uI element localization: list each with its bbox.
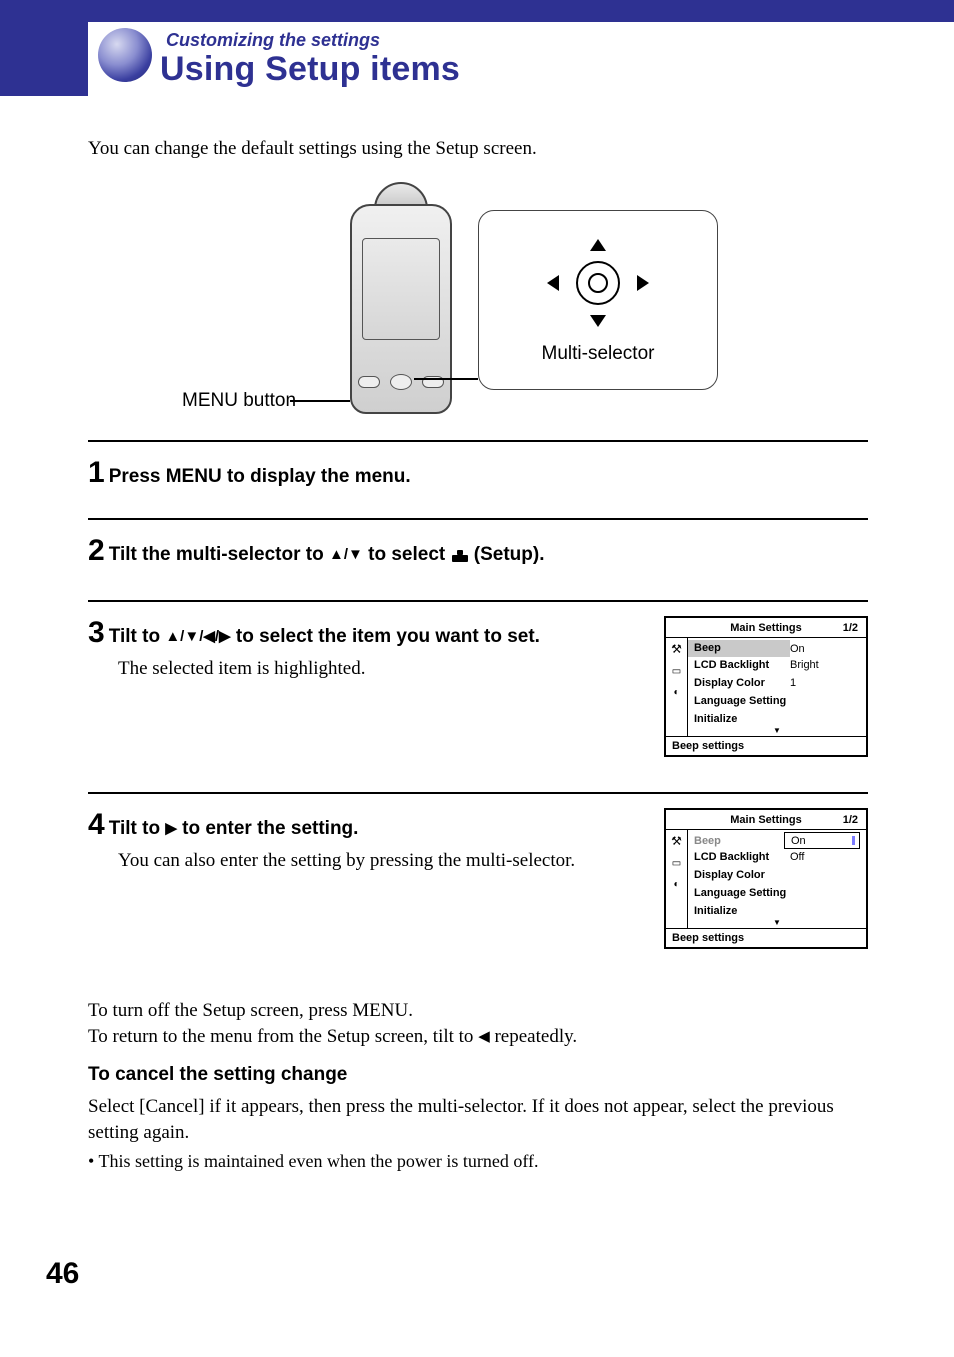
divider [88, 518, 868, 520]
lcd-row: LCD BacklightBright [688, 656, 866, 674]
intro-text: You can change the default settings usin… [88, 138, 537, 160]
step-title: Tilt to ▶ to enter the setting. [109, 818, 359, 839]
note-block: To turn off the Setup screen, press MENU… [88, 1000, 868, 1172]
scroll-down-icon: ▼ [688, 728, 866, 736]
tool-icon: ⚒ [671, 834, 682, 848]
lcd-screenshot-1: Main Settings 1/2 ⚒ ▭ ◐ BeepOn LCD Backl… [664, 616, 868, 757]
step-title: Press MENU to display the menu. [109, 466, 411, 487]
step-title: Tilt the multi-selector to ▲/▼ to select… [109, 544, 545, 565]
tool-icon: ⚒ [671, 642, 682, 656]
lcd-page: 1/2 [843, 622, 858, 634]
arrow-right-icon [637, 275, 649, 291]
lcd-row: LCD BacklightOff [688, 848, 866, 866]
scroll-down-icon: ▼ [688, 920, 866, 928]
divider [88, 600, 868, 602]
lcd-row: BeepOn [688, 638, 866, 656]
step-number: 2 [88, 534, 105, 568]
arrow-right-icon: ▶ [165, 819, 177, 837]
arrow-down-icon [590, 315, 606, 327]
lcd-icon-strip: ⚒ ▭ ◐ [666, 638, 688, 736]
arrow-left-icon: ◀ [478, 1027, 490, 1045]
multi-selector-icon [390, 374, 412, 390]
connector-line [290, 400, 350, 402]
lcd-row: Display Color [688, 866, 866, 884]
note-segment: repeatedly. [490, 1026, 577, 1047]
bullet-note: • This setting is maintained even when t… [88, 1151, 868, 1172]
lcd-icon-strip: ⚒ ▭ ◐ [666, 830, 688, 928]
lcd-footer: Beep settings [666, 736, 866, 755]
step-title-segment: (Setup). [469, 544, 545, 565]
cancel-body: Select [Cancel] if it appears, then pres… [88, 1094, 868, 1145]
arrow-left-icon [547, 275, 559, 291]
step-number: 3 [88, 616, 105, 650]
menu-button-label: MENU button [182, 390, 296, 412]
camera-icon: ▭ [672, 858, 681, 869]
cancel-heading: To cancel the setting change [88, 1064, 868, 1086]
step-title: Tilt to ▲/▼/◀/▶ to select the item you w… [109, 626, 540, 647]
arrow-up-icon [590, 239, 606, 251]
camera-icon: ▭ [672, 666, 681, 677]
note-line: To turn off the Setup screen, press MENU… [88, 1000, 868, 1022]
step-title-segment: to select [363, 544, 451, 565]
step-number: 4 [88, 808, 105, 842]
step-1: 1 Press MENU to display the menu. [88, 456, 868, 490]
lcd-title: Main Settings [730, 814, 802, 826]
step-title-segment: Tilt the multi-selector to [109, 544, 329, 565]
lcd-page: 1/2 [843, 814, 858, 826]
setup-toolbox-icon [451, 548, 469, 562]
lcd-row: Language Setting [688, 692, 866, 710]
lcd-footer: Beep settings [666, 928, 866, 947]
lcd-row: Display Color1 [688, 674, 866, 692]
globe-icon: ◐ [673, 687, 679, 698]
page-title: Using Setup items [160, 50, 460, 89]
device-illustration [340, 182, 462, 418]
multi-selector-label: Multi-selector [542, 343, 655, 365]
step-title-segment: to enter the setting. [177, 818, 359, 839]
lcd-screenshot-2: Main Settings 1/2 ⚒ ▭ ◐ BeepOn LCD Backl… [664, 808, 868, 949]
arrow-up-down-icon: ▲/▼ [329, 546, 363, 563]
note-line: To return to the menu from the Setup scr… [88, 1026, 868, 1048]
lcd-row: Language Setting [688, 884, 866, 902]
globe-icon: ◐ [673, 879, 679, 890]
menu-button-icon [358, 376, 380, 388]
page-number: 46 [46, 1257, 79, 1291]
divider [88, 440, 868, 442]
divider [88, 792, 868, 794]
device-diagram: Multi-selector MENU button [88, 178, 868, 426]
step-2: 2 Tilt the multi-selector to ▲/▼ to sele… [88, 534, 868, 568]
lcd-row: BeepOn [688, 830, 866, 848]
note-segment: To return to the menu from the Setup scr… [88, 1026, 478, 1047]
step-title-segment: to select the item you want to set. [231, 626, 540, 647]
arrow-all-icon: ▲/▼/◀/▶ [165, 627, 230, 645]
multi-selector-callout: Multi-selector [478, 210, 718, 390]
header-sphere-icon [98, 28, 152, 82]
chapter-label: Customizing the settings [166, 30, 380, 51]
bullet-text: This setting is maintained even when the… [98, 1151, 538, 1171]
lcd-title: Main Settings [730, 622, 802, 634]
connector-line [414, 378, 478, 380]
step-title-segment: Tilt to [109, 818, 166, 839]
step-number: 1 [88, 456, 105, 490]
step-title-segment: Tilt to [109, 626, 166, 647]
